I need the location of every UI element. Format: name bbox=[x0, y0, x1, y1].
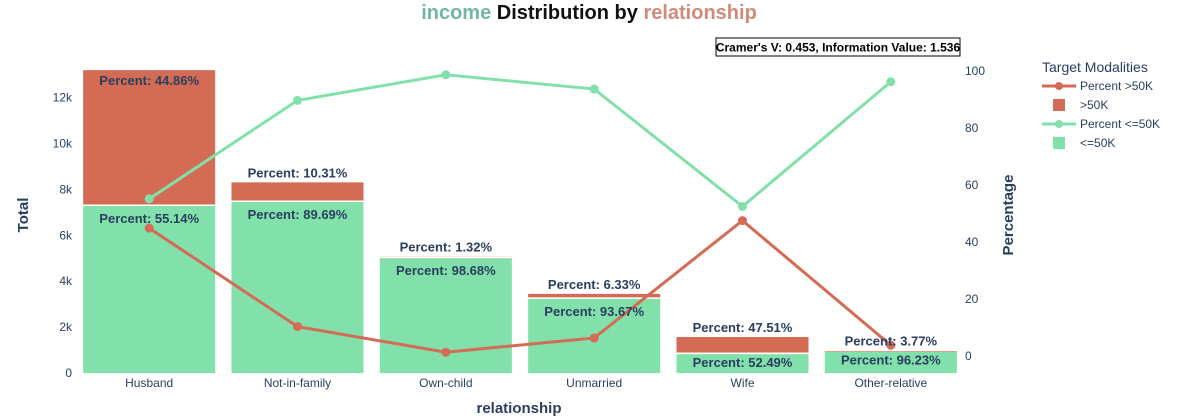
line-point-gt50k bbox=[589, 333, 599, 343]
y-tick-label: 12k bbox=[53, 91, 73, 105]
y2-tick-label: 20 bbox=[965, 292, 979, 306]
bar-separator bbox=[231, 200, 364, 203]
x-tick-label: Husband bbox=[125, 376, 173, 390]
y2-tick-label: 40 bbox=[965, 235, 979, 249]
bar-label-le50k: Percent: 55.14% bbox=[99, 211, 199, 226]
legend-item-label: >50K bbox=[1080, 98, 1108, 112]
bar-gt50k-4 bbox=[676, 337, 809, 353]
line-gt50k bbox=[148, 218, 892, 354]
x-tick-label: Other-relative bbox=[854, 376, 927, 390]
legend-bar-swatch bbox=[1053, 137, 1065, 149]
legend-item-label: Percent <=50K bbox=[1080, 117, 1160, 131]
bar-label-le50k: Percent: 52.49% bbox=[693, 355, 793, 370]
line-point-le50k bbox=[589, 84, 599, 94]
x-axis-title: relationship bbox=[476, 400, 561, 417]
line-point-le50k bbox=[441, 70, 451, 80]
y-tick-label: 4k bbox=[59, 274, 73, 288]
chart-title: income Distribution by relationship bbox=[421, 2, 757, 24]
bar-separator bbox=[379, 256, 512, 259]
y-tick-label: 2k bbox=[59, 320, 73, 334]
legend-items: Percent >50K >50K Percent <=50K <=50K bbox=[1042, 79, 1160, 150]
x-tick-label: Own-child bbox=[419, 376, 472, 390]
line-point-le50k bbox=[738, 201, 747, 211]
y2-tick-label: 80 bbox=[965, 121, 979, 135]
bar-label-gt50k: Percent: 3.77% bbox=[845, 333, 938, 348]
legend-marker bbox=[1055, 120, 1063, 128]
line-le50k bbox=[148, 73, 892, 209]
y-tick-label: 6k bbox=[59, 228, 73, 242]
bar-separator bbox=[824, 349, 957, 352]
bar-labels-layer: Percent: 44.86% Percent: 55.14% Percent: 1… bbox=[99, 73, 941, 370]
legend-bar-swatch bbox=[1053, 99, 1065, 111]
bar-separator bbox=[528, 297, 661, 299]
bar-label-le50k: Percent: 93.67% bbox=[544, 304, 644, 319]
legend-item-label: Percent >50K bbox=[1080, 79, 1153, 93]
cramer-annotation-text: Cramer's V: 0.453, Information Value: 1.… bbox=[716, 41, 961, 55]
bar-separator bbox=[676, 352, 809, 355]
bar-gt50k-1 bbox=[231, 182, 364, 201]
line-point-gt50k bbox=[293, 322, 302, 332]
bar-label-gt50k: Percent: 47.51% bbox=[693, 320, 793, 335]
y-tick-label: 8k bbox=[59, 182, 73, 196]
chart-title-target: income bbox=[421, 2, 491, 24]
lines-layer bbox=[144, 70, 896, 357]
chart-title-middle: Distribution by bbox=[491, 2, 643, 24]
bar-label-le50k: Percent: 98.68% bbox=[396, 263, 496, 278]
bar-label-gt50k: Percent: 6.33% bbox=[548, 277, 641, 292]
y-axis-title: Total bbox=[15, 198, 32, 233]
line-point-le50k bbox=[293, 95, 302, 105]
legend-title: Target Modalities bbox=[1042, 59, 1148, 75]
bar-gt50k-0 bbox=[83, 70, 216, 205]
legend: Target Modalities Percent >50K >50KPerce… bbox=[1042, 59, 1160, 150]
y2-tick-label: 0 bbox=[965, 349, 972, 363]
line-point-gt50k bbox=[441, 347, 451, 357]
bar-50K-1 bbox=[231, 202, 364, 373]
cramer-annotation: Cramer's V: 0.453, Information Value: 1.… bbox=[715, 37, 961, 57]
bar-50K-5 bbox=[824, 351, 957, 373]
y2-axis-title: Percentage bbox=[1000, 175, 1017, 256]
y2-tick-label: 100 bbox=[965, 64, 985, 78]
bar-separator bbox=[83, 204, 216, 207]
line-point-gt50k bbox=[738, 216, 747, 226]
bars-layer bbox=[83, 70, 957, 373]
bar-gt50k-3 bbox=[528, 293, 661, 298]
legend-marker bbox=[1055, 82, 1063, 90]
legend-item-label: <=50K bbox=[1080, 136, 1115, 150]
bar-50K-0 bbox=[83, 206, 216, 373]
line-point-le50k bbox=[144, 194, 154, 204]
y-tick-label: 10k bbox=[53, 136, 73, 150]
axes-layer: 0 2k 4k 6k 8k 10k 12k 0 20 40 60 80 100 Husband Not-in… bbox=[53, 64, 986, 390]
bar-label-le50k: Percent: 89.69% bbox=[248, 207, 348, 222]
line-point-gt50k bbox=[144, 223, 154, 233]
y-tick-label: 0 bbox=[65, 366, 72, 380]
x-tick-label: Wife bbox=[731, 376, 755, 390]
y2-tick-label: 60 bbox=[965, 178, 979, 192]
bar-label-gt50k: Percent: 10.31% bbox=[248, 165, 348, 180]
chart-title-feature: relationship bbox=[643, 2, 756, 24]
bar-label-le50k: Percent: 96.23% bbox=[841, 352, 941, 367]
bar-50K-4 bbox=[676, 354, 809, 373]
bar-label-gt50k: Percent: 44.86% bbox=[99, 73, 199, 88]
line-point-gt50k bbox=[886, 340, 896, 350]
x-tick-label: Not-in-family bbox=[264, 376, 331, 390]
bar-label-gt50k: Percent: 1.32% bbox=[400, 240, 493, 255]
x-tick-label: Unmarried bbox=[566, 376, 622, 390]
line-point-le50k bbox=[886, 77, 896, 87]
